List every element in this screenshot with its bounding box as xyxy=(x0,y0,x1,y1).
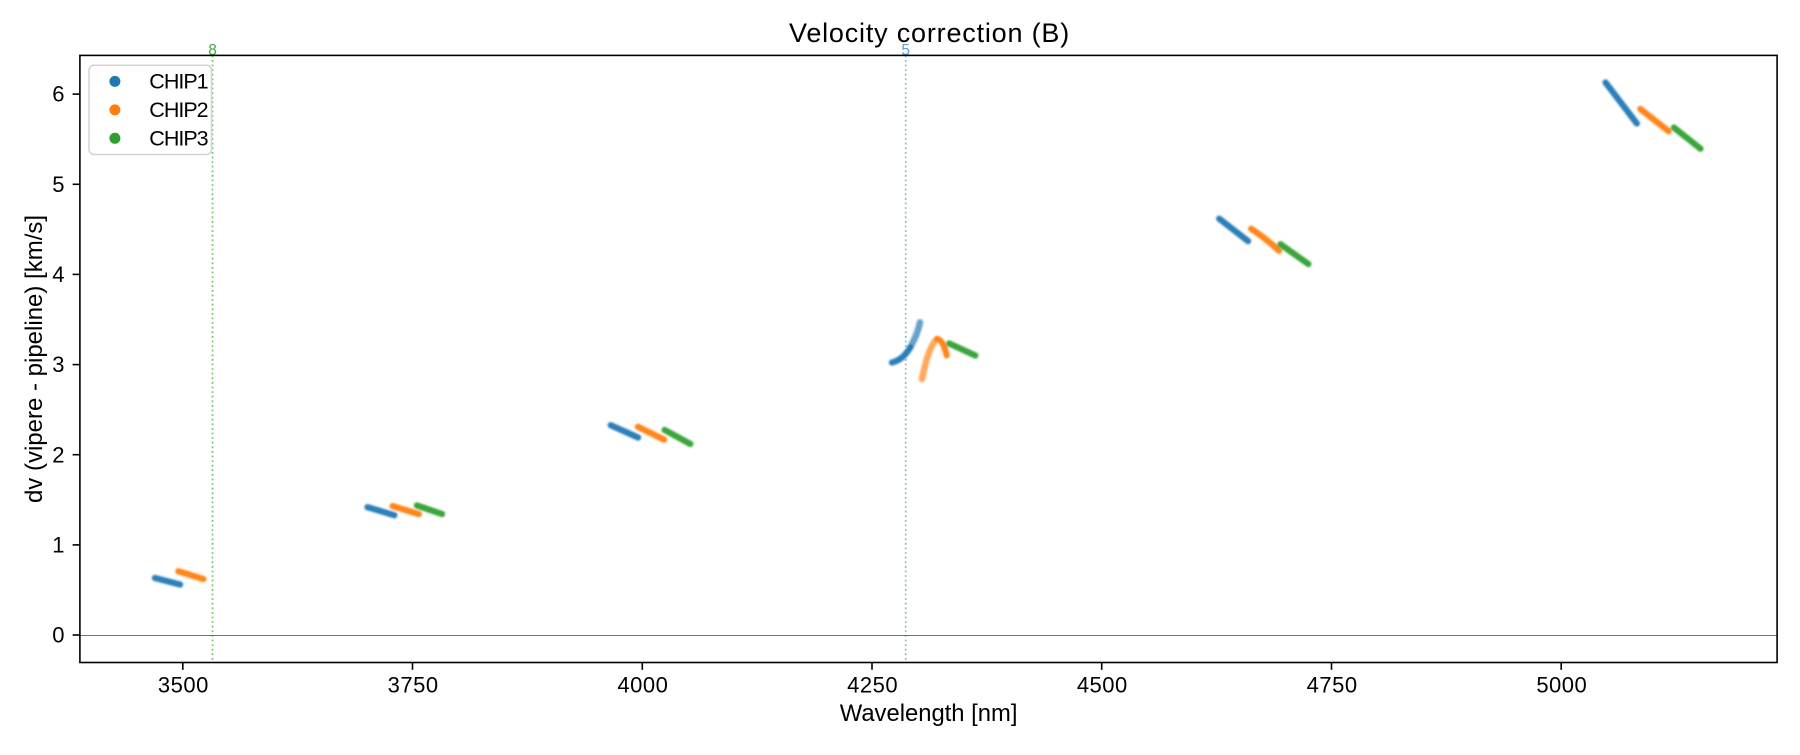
svg-text:3500: 3500 xyxy=(158,672,209,697)
svg-text:6: 6 xyxy=(52,82,64,107)
svg-text:1: 1 xyxy=(52,532,64,557)
svg-text:dv (vipere - pipeline) [km/s]: dv (vipere - pipeline) [km/s] xyxy=(21,215,48,503)
svg-text:CHIP1: CHIP1 xyxy=(149,69,207,93)
svg-text:Velocity correction (B): Velocity correction (B) xyxy=(789,18,1070,48)
svg-text:5000: 5000 xyxy=(1536,672,1587,697)
svg-text:0: 0 xyxy=(52,623,64,648)
svg-text:CHIP3: CHIP3 xyxy=(149,126,208,150)
svg-text:4: 4 xyxy=(52,262,64,287)
svg-text:3: 3 xyxy=(52,352,64,377)
svg-text:4000: 4000 xyxy=(617,672,668,697)
svg-text:5: 5 xyxy=(52,172,64,197)
svg-text:CHIP2: CHIP2 xyxy=(149,98,207,122)
svg-text:4500: 4500 xyxy=(1077,672,1128,697)
svg-text:5: 5 xyxy=(901,42,910,59)
svg-text:Wavelength [nm]: Wavelength [nm] xyxy=(840,700,1018,727)
svg-text:4750: 4750 xyxy=(1307,672,1358,697)
svg-text:4250: 4250 xyxy=(847,672,898,697)
svg-text:8: 8 xyxy=(208,42,217,59)
svg-text:3750: 3750 xyxy=(388,672,439,697)
svg-text:2: 2 xyxy=(52,442,64,467)
